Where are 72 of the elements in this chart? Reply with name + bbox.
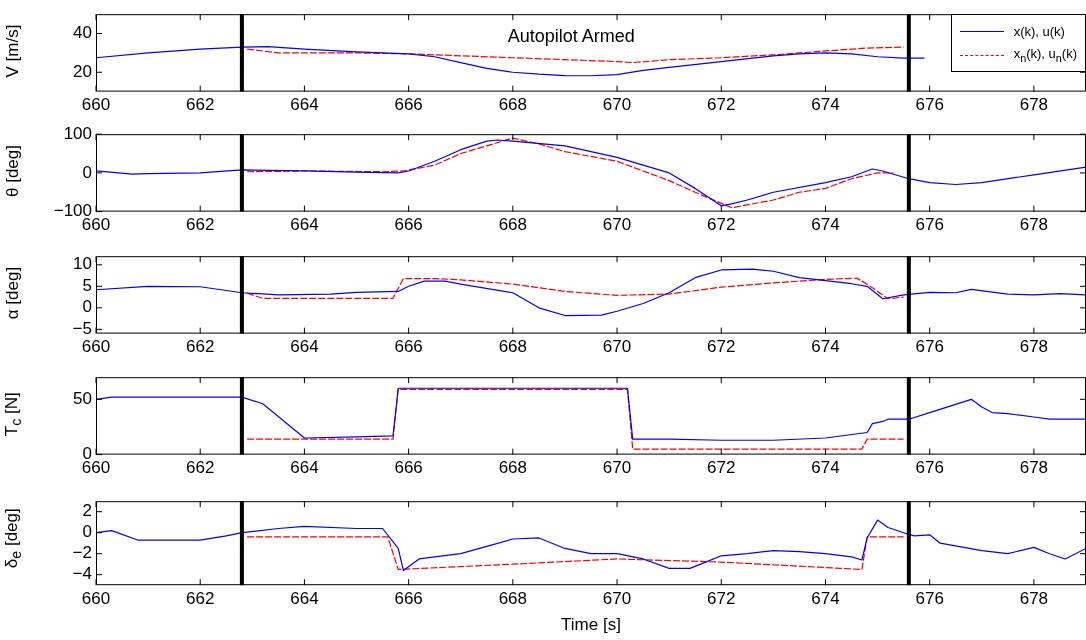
x-tick-label: 662 (186, 458, 215, 478)
x-tick-label: 678 (1019, 95, 1049, 115)
x-axis-title: Time [s] (561, 615, 621, 635)
x-tick-label: 676 (915, 337, 944, 357)
x-tick-label: 672 (707, 95, 736, 115)
legend-label: x(k), u(k) (1013, 23, 1065, 39)
x-tick-label: 672 (707, 337, 736, 357)
y-tick-label: 100 (63, 123, 92, 143)
x-tick-label: 666 (394, 95, 423, 115)
x-tick-label: 664 (290, 337, 319, 357)
y-tick-label: 2 (82, 501, 92, 521)
x-tick-label: 662 (186, 337, 215, 357)
y-tick-label: −2 (72, 543, 92, 563)
x-tick-label: 678 (1019, 337, 1049, 357)
x-tick-label: 660 (81, 337, 111, 357)
x-tick-label: 672 (707, 215, 736, 235)
x-tick-label: 668 (498, 589, 528, 609)
x-tick-label: 674 (811, 458, 840, 478)
y-tick-label: −4 (72, 564, 92, 584)
y-tick-label: 50 (73, 389, 92, 408)
y-tick-label: 0 (82, 522, 92, 542)
line-series (246, 536, 905, 571)
x-tick-label: 666 (394, 458, 423, 478)
y-tick-label: 20 (73, 61, 92, 81)
x-tick-label: 668 (498, 215, 528, 235)
y-tick-label: 5 (82, 275, 92, 295)
x-tick-label: 664 (290, 95, 319, 115)
y-axis-title: α [deg] (3, 266, 23, 320)
x-tick-label: 676 (915, 215, 944, 235)
x-tick-label: 664 (290, 589, 319, 609)
x-tick-label: 662 (186, 215, 215, 235)
x-tick-label: 662 (186, 589, 215, 609)
y-axis-title: θ [deg] (3, 145, 23, 197)
annotation: Autopilot Armed (507, 26, 635, 47)
x-tick-label: 676 (915, 95, 944, 115)
x-tick-label: 674 (811, 589, 840, 609)
x-tick-label: 672 (707, 589, 736, 609)
x-tick-label: 670 (602, 589, 632, 609)
x-tick-label: 676 (915, 458, 944, 478)
y-axis-title: V [m/s] (3, 24, 23, 78)
y-tick-label: 0 (82, 162, 92, 182)
y-tick-label: 40 (73, 23, 92, 43)
x-tick-label: 668 (498, 337, 528, 357)
x-tick-label: 668 (498, 458, 528, 478)
x-tick-label: 670 (602, 337, 632, 357)
legend-label: x$_{n}$(k), u$_{n}$(k) (1013, 46, 1077, 64)
y-tick-label: 0 (82, 297, 92, 317)
x-tick-label: 660 (81, 95, 111, 115)
x-tick-label: 664 (290, 458, 319, 478)
x-tick-label: 670 (602, 458, 632, 478)
x-tick-label: 666 (394, 215, 423, 235)
x-tick-label: 678 (1019, 215, 1049, 235)
x-tick-label: 674 (811, 337, 840, 357)
x-tick-label: 674 (811, 95, 840, 115)
x-tick-label: 678 (1019, 458, 1049, 478)
x-tick-label: 668 (498, 95, 528, 115)
x-tick-label: 666 (394, 337, 423, 357)
x-tick-label: 660 (81, 589, 111, 609)
y-tick-label: −5 (72, 318, 92, 338)
line-series (246, 137, 894, 209)
x-tick-label: 670 (602, 215, 632, 235)
line-series (246, 46, 905, 64)
x-tick-label: 670 (602, 95, 632, 115)
line-series (246, 277, 905, 300)
y-tick-label: 10 (73, 254, 92, 274)
x-tick-label: 664 (290, 215, 319, 235)
x-tick-label: 666 (394, 589, 423, 609)
x-tick-label: 662 (186, 95, 215, 115)
x-tick-label: 676 (915, 589, 944, 609)
x-tick-label: 674 (811, 215, 840, 235)
x-tick-label: 672 (707, 458, 736, 478)
x-tick-label: 678 (1019, 589, 1049, 609)
